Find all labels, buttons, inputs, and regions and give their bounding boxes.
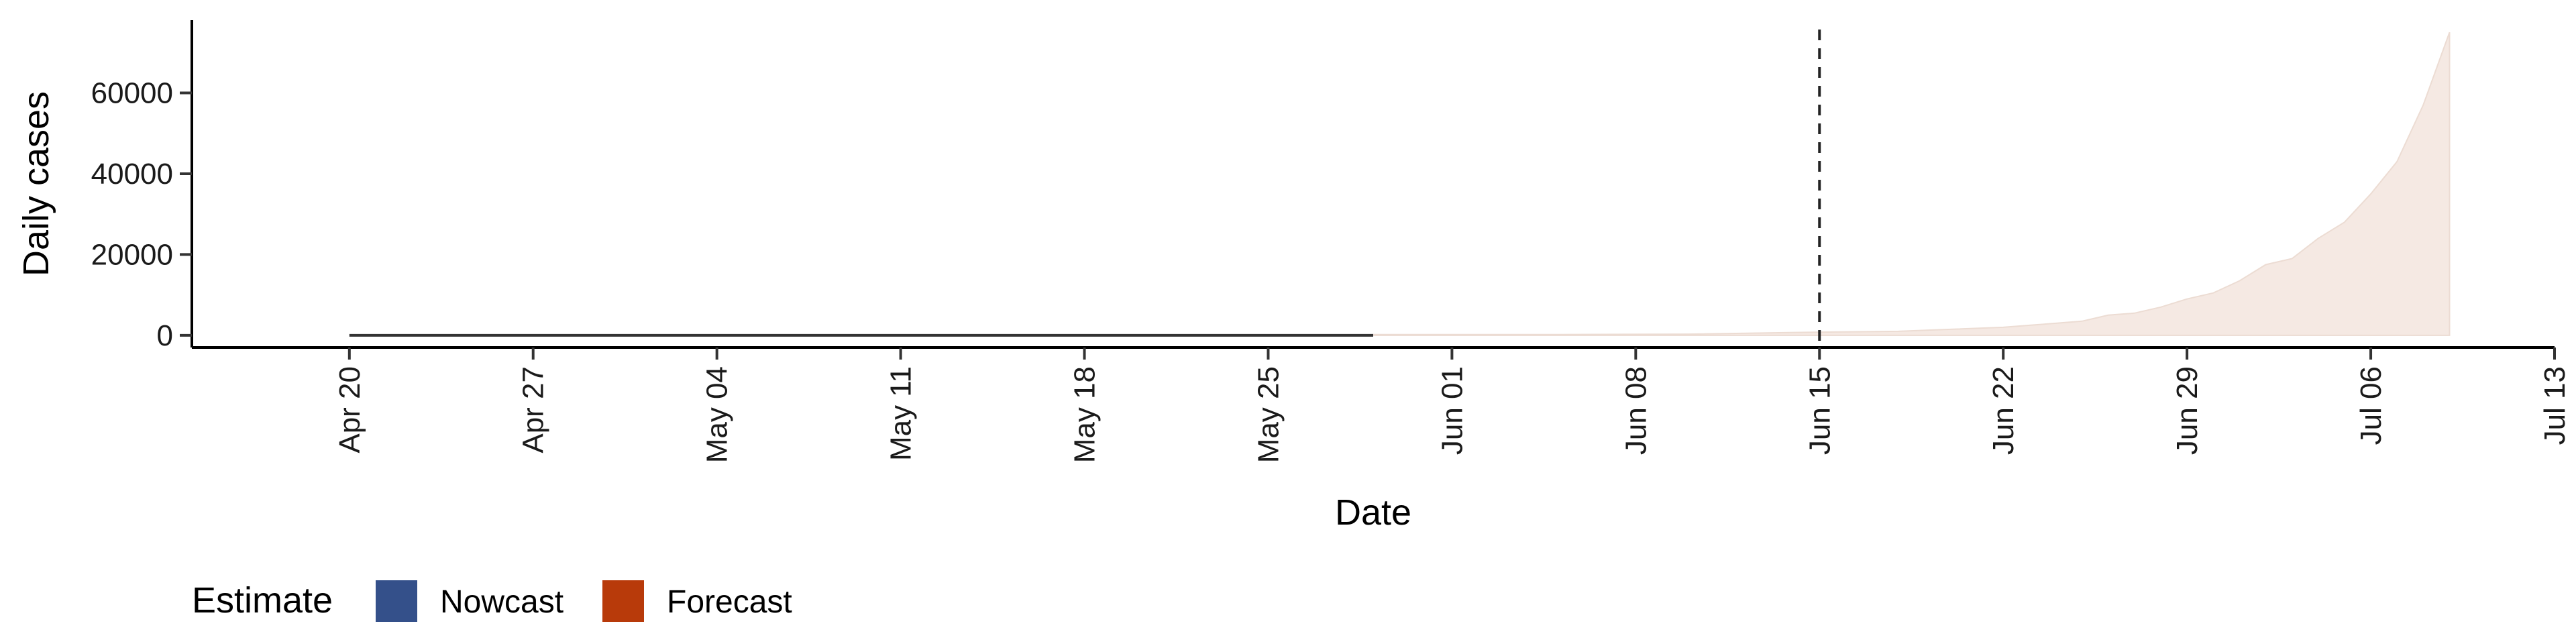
legend-items: Nowcast Forecast — [376, 580, 792, 622]
x-tick-label: Jun 15 — [1803, 366, 1836, 455]
x-tick-label: May 04 — [701, 366, 734, 463]
y-axis-title: Daily cases — [16, 91, 56, 276]
legend-label-forecast: Forecast — [667, 584, 792, 620]
x-tick-label: Apr 27 — [517, 366, 550, 453]
x-axis-ticks: Apr 20 Apr 27 May 04 May 11 May 18 May 25 Jun … — [333, 347, 2571, 463]
legend: Estimate Nowcast Forecast — [192, 580, 792, 622]
legend-label-nowcast: Nowcast — [440, 584, 564, 620]
x-tick-label: Jun 01 — [1436, 366, 1468, 455]
forecast-uncertainty-band — [1373, 32, 2451, 336]
x-tick-label: May 25 — [1252, 366, 1285, 463]
x-tick-label: Apr 20 — [333, 366, 366, 453]
x-tick-label: Jun 22 — [1987, 366, 2020, 455]
x-tick-label: Jun 08 — [1619, 366, 1652, 455]
legend-swatch-nowcast — [376, 580, 417, 622]
y-tick-label: 40000 — [91, 158, 173, 191]
legend-title: Estimate — [192, 580, 333, 621]
legend-swatch-forecast — [602, 580, 644, 622]
x-tick-label: May 11 — [885, 366, 918, 461]
x-tick-label: Jun 29 — [2171, 366, 2204, 455]
plot-area — [349, 30, 2451, 347]
y-tick-label: 0 — [157, 319, 173, 352]
y-tick-label: 20000 — [91, 238, 173, 271]
x-tick-label: Jul 06 — [2355, 366, 2387, 445]
y-tick-label: 60000 — [91, 76, 173, 109]
y-axis: 0 20000 40000 60000 — [91, 20, 193, 352]
x-axis: Apr 20 Apr 27 May 04 May 11 May 18 May 25 Jun … — [192, 346, 2571, 463]
x-tick-label: Jul 13 — [2538, 366, 2571, 445]
y-axis-ticks: 0 20000 40000 60000 — [91, 76, 192, 352]
x-tick-label: May 18 — [1069, 366, 1102, 463]
x-axis-title: Date — [1335, 492, 1411, 533]
